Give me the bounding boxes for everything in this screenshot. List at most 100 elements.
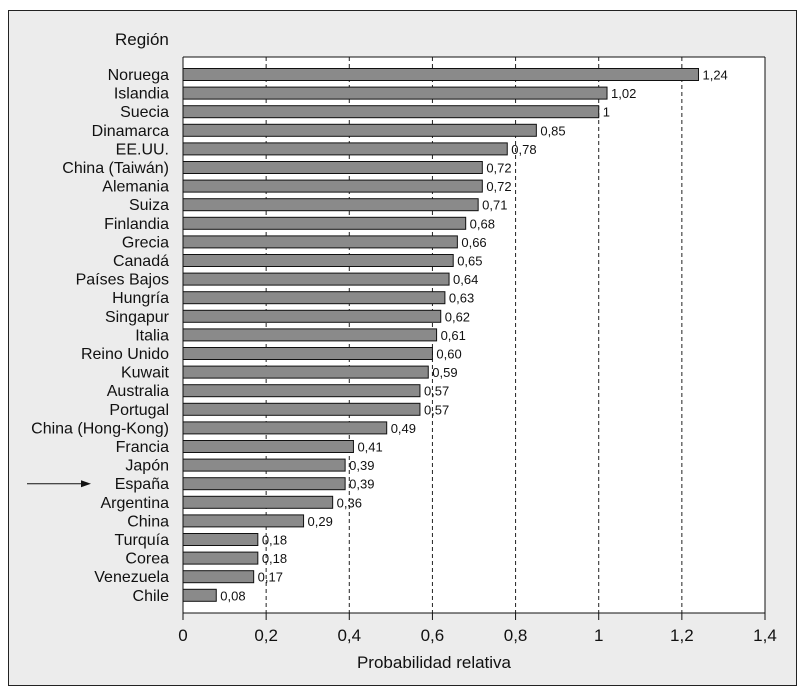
bar xyxy=(182,458,346,472)
bar xyxy=(182,421,388,435)
category-label: EE.UU. xyxy=(116,141,169,158)
bar xyxy=(182,514,305,528)
value-label: 0,63 xyxy=(449,291,474,306)
value-label: 0,29 xyxy=(308,514,333,529)
bar xyxy=(182,347,433,360)
category-label: Dinamarca xyxy=(92,123,169,140)
bar xyxy=(182,402,421,416)
bar xyxy=(182,235,458,249)
bar xyxy=(182,384,421,398)
bar xyxy=(182,570,255,584)
category-label: Alemania xyxy=(102,179,169,196)
value-label: 0,49 xyxy=(391,421,416,436)
category-label: Suiza xyxy=(129,197,169,214)
bar xyxy=(182,123,537,137)
value-label: 0,18 xyxy=(262,533,287,548)
bar-chart: Región Probabilidad relativa 0 0,2 0,4 0,6 0… xyxy=(27,30,777,672)
x-tick-label: 1 xyxy=(594,626,603,645)
value-label: 0,62 xyxy=(445,309,470,324)
value-label: 0,78 xyxy=(511,142,536,157)
value-label: 0,18 xyxy=(262,551,287,566)
bar xyxy=(182,86,608,100)
category-label: Venezuela xyxy=(94,569,169,586)
bar xyxy=(182,142,508,156)
value-label: 1 xyxy=(603,105,610,120)
category-label: Reino Unido xyxy=(81,346,169,363)
bar xyxy=(182,216,467,230)
value-label: 0,17 xyxy=(258,570,283,585)
value-label: 1,02 xyxy=(611,86,636,101)
value-label: 0,57 xyxy=(424,384,449,399)
highlight-arrow-head xyxy=(81,480,91,488)
value-label: 0,60 xyxy=(436,347,461,362)
category-label: China (Hong-Kong) xyxy=(31,420,169,437)
category-label: Países Bajos xyxy=(76,272,169,289)
category-label: Italia xyxy=(135,327,169,344)
value-label: 0,65 xyxy=(457,254,482,269)
category-label: Corea xyxy=(125,551,169,568)
value-label: 0,36 xyxy=(337,495,362,510)
category-label: Turquía xyxy=(114,532,169,549)
x-tick-label: 0 xyxy=(178,626,187,645)
bar xyxy=(182,68,699,81)
category-label: Suecia xyxy=(120,104,169,121)
y-axis-title: Región xyxy=(115,30,169,49)
x-tick-label: 0,2 xyxy=(254,626,278,645)
chart-panel: Región Probabilidad relativa 0 0,2 0,4 0,6 0… xyxy=(8,10,797,686)
value-label: 0,85 xyxy=(540,123,565,138)
category-label: Japón xyxy=(125,458,169,475)
bar xyxy=(182,365,429,379)
bar xyxy=(182,309,442,323)
value-label: 0,61 xyxy=(441,328,466,343)
value-label: 0,39 xyxy=(349,477,374,492)
bar xyxy=(182,495,334,509)
x-tick-label: 1,2 xyxy=(670,626,694,645)
x-tick-label: 1,4 xyxy=(753,626,777,645)
category-label: Australia xyxy=(107,383,169,400)
value-label: 0,68 xyxy=(470,216,495,231)
bar xyxy=(182,254,454,267)
value-label: 1,24 xyxy=(702,68,727,83)
value-label: 0,39 xyxy=(349,458,374,473)
value-label: 0,64 xyxy=(453,272,478,287)
category-label: Hungría xyxy=(112,290,169,307)
bar xyxy=(182,161,483,174)
category-label: Singapur xyxy=(105,309,170,326)
category-label: Kuwait xyxy=(121,365,170,382)
category-label: España xyxy=(115,476,169,493)
bar xyxy=(182,328,438,342)
value-label: 0,57 xyxy=(424,402,449,417)
bar xyxy=(182,588,217,602)
x-axis-title: Probabilidad relativa xyxy=(357,653,512,672)
bar xyxy=(182,179,483,193)
bar xyxy=(182,198,479,212)
bar xyxy=(182,533,259,546)
value-label: 0,71 xyxy=(482,198,507,213)
x-tick-label: 0,8 xyxy=(504,626,528,645)
category-label: Canadá xyxy=(113,253,169,270)
bar xyxy=(182,477,346,491)
value-label: 0,08 xyxy=(220,588,245,603)
x-tick-label: 0,4 xyxy=(337,626,361,645)
bar xyxy=(182,272,450,286)
bar xyxy=(182,291,446,305)
value-label: 0,72 xyxy=(486,161,511,176)
category-label: Noruega xyxy=(108,67,169,84)
bar xyxy=(182,105,600,119)
category-label: Chile xyxy=(133,588,170,605)
x-tick-label: 0,6 xyxy=(421,626,445,645)
category-label: Argentina xyxy=(101,495,170,512)
category-label: Francia xyxy=(116,439,169,456)
value-label: 0,72 xyxy=(486,179,511,194)
category-label: Finlandia xyxy=(104,216,169,233)
value-label: 0,41 xyxy=(357,440,382,455)
category-label: China xyxy=(127,513,169,530)
bar xyxy=(182,551,259,565)
value-label: 0,59 xyxy=(432,365,457,380)
category-label: Islandia xyxy=(114,86,169,103)
category-label: Grecia xyxy=(122,234,169,251)
category-label: China (Taiwán) xyxy=(62,160,169,177)
value-label: 0,66 xyxy=(461,235,486,250)
bar xyxy=(182,440,354,453)
category-label: Portugal xyxy=(109,402,169,419)
